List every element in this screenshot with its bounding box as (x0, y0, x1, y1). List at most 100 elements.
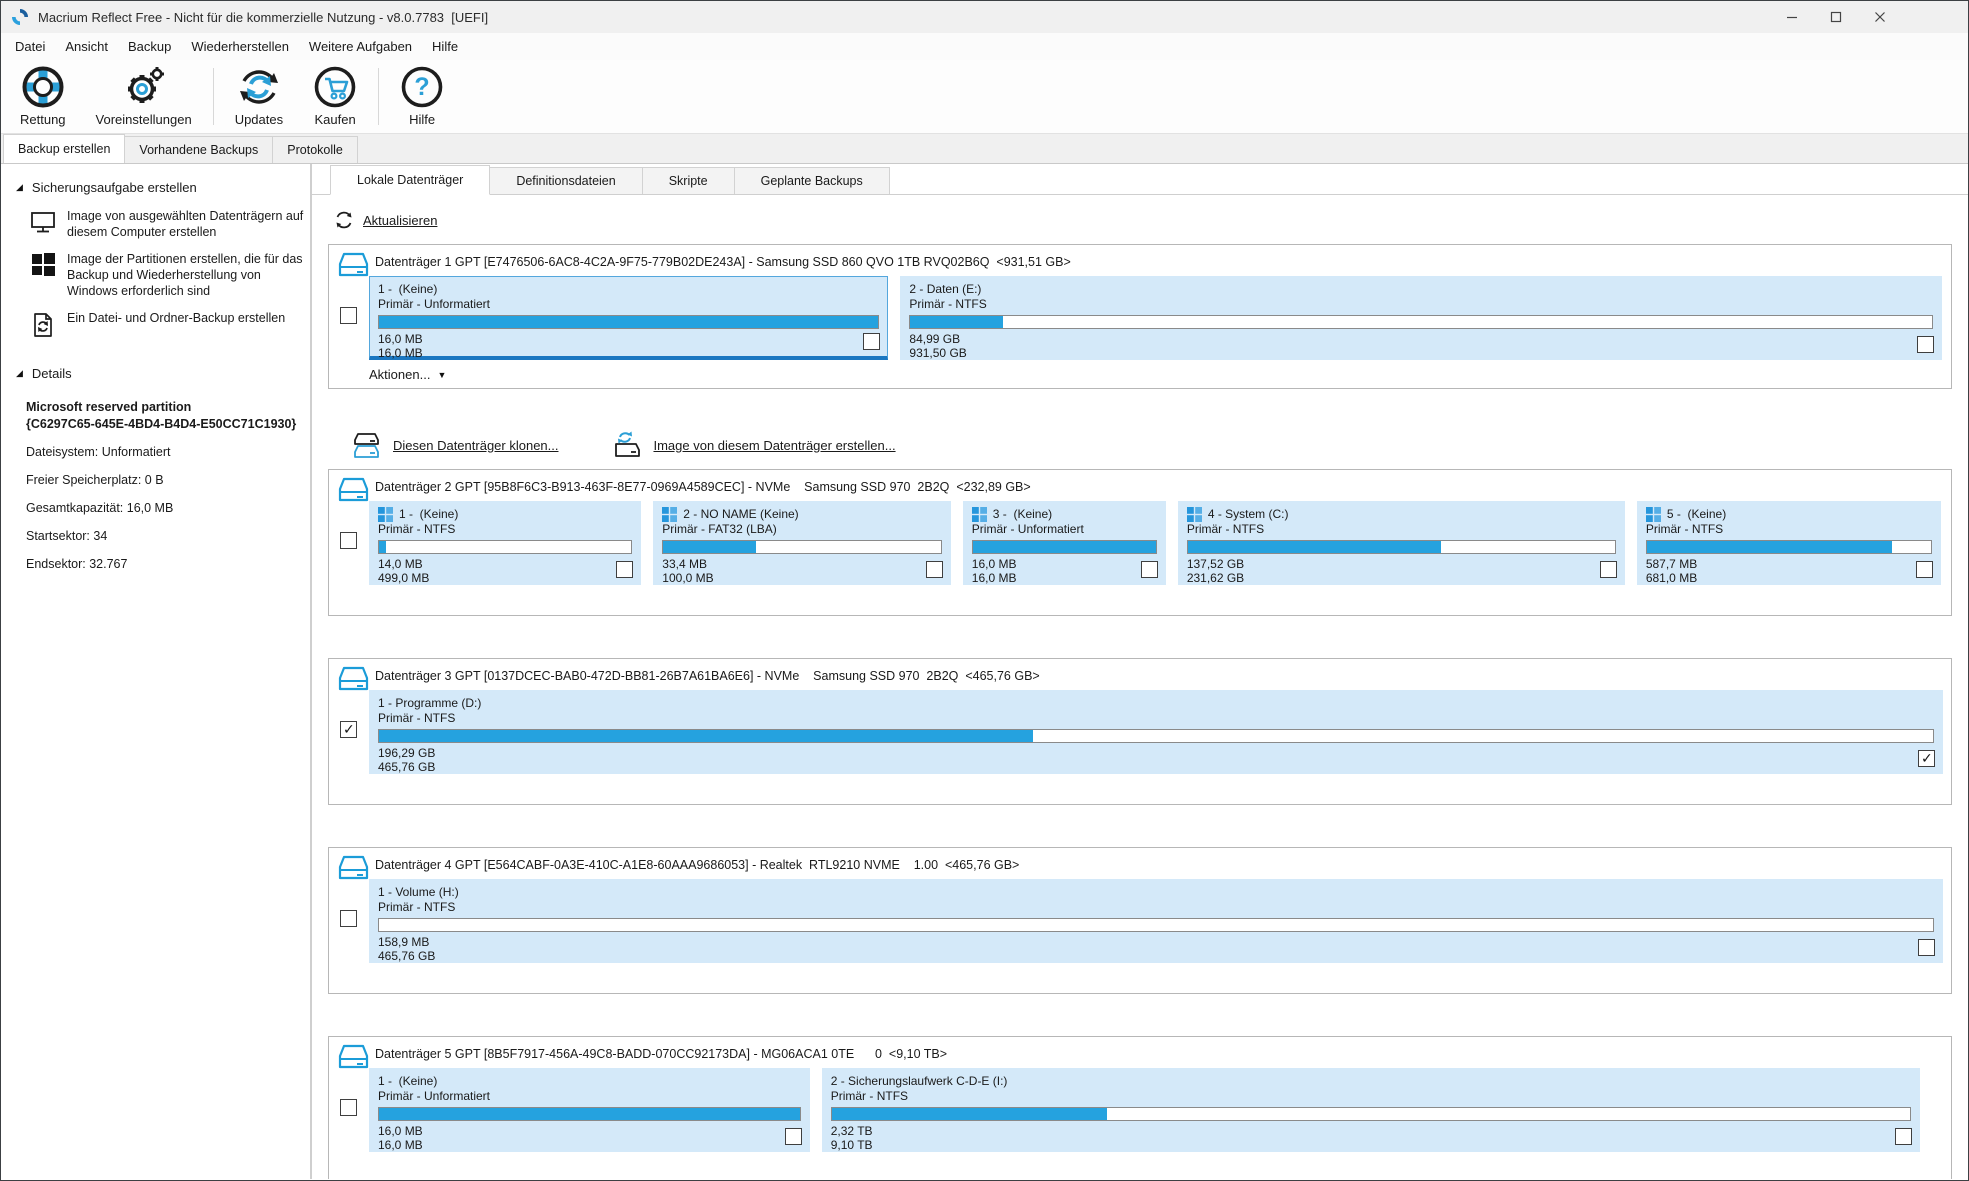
details-section-header[interactable]: ◢ Details (1, 358, 310, 389)
clone-disk-link[interactable]: Diesen Datenträger klonen... (352, 432, 558, 459)
partition-block[interactable]: 1 - Programme (D:) Primär - NTFS 196,29 GB… (369, 690, 1943, 774)
partition-used-size: 158,9 MB (378, 935, 430, 949)
partition-block[interactable]: 2 - Sicherungslaufwerk C-D-E (I:) Primär … (821, 1068, 1921, 1152)
partition-block[interactable]: 1 - Volume (H:) Primär - NTFS 158,9 MB 465,… (369, 879, 1943, 963)
partition-checkbox[interactable] (1918, 939, 1935, 956)
details-row: Startsektor: 34 (26, 529, 108, 543)
maximize-button[interactable] (1814, 1, 1858, 33)
windows-icon (29, 251, 57, 276)
disk-checkbox[interactable] (340, 307, 357, 324)
disk-checkbox-wrap (340, 1099, 357, 1116)
partition-checkbox[interactable] (925, 561, 943, 578)
partition-type: Primär - Unformatiert (971, 522, 1084, 536)
partition-block[interactable]: 1 - (Keine) Primär - Unformatiert 16,0 MB 1… (369, 276, 889, 360)
disk-checkbox[interactable] (340, 532, 357, 549)
partition-type: Primär - NTFS (909, 297, 987, 311)
partition-block[interactable]: 1 - (Keine) Primär - Unformatiert 16,0 MB 1… (369, 1068, 810, 1152)
partition-usage-bar (909, 315, 1934, 329)
disk-checkbox[interactable] (340, 910, 357, 927)
close-button[interactable] (1858, 1, 1902, 33)
partition-name-row: 2 - Daten (E:) (909, 281, 1933, 297)
partition-used-size: 587,7 MB (1645, 557, 1698, 571)
partition-block[interactable]: 2 - Daten (E:) Primär - NTFS 84,99 GB 931,5… (900, 276, 1943, 360)
tab-geplante-backups[interactable]: Geplante Backups (733, 167, 890, 194)
help-button[interactable]: ? Hilfe (385, 60, 459, 133)
partition-checkbox[interactable] (1918, 750, 1935, 767)
disk-checkbox-wrap (340, 307, 357, 324)
view-tab-bar: Backup erstellen Vorhandene Backups Prot… (1, 134, 1968, 164)
window-controls (1770, 1, 1902, 33)
partition-usage-bar (378, 729, 1934, 743)
partition-checkbox[interactable] (863, 333, 881, 350)
partition-used-size: 16,0 MB (971, 557, 1017, 571)
menu-backup[interactable]: Backup (128, 39, 172, 54)
tab-skripte[interactable]: Skripte (641, 167, 735, 194)
partition-checkbox[interactable] (1917, 336, 1935, 353)
task-label: Ein Datei- und Ordner-Backup erstellen (67, 311, 286, 325)
file-backup-icon (29, 310, 57, 338)
preferences-label: Voreinstellungen (95, 111, 192, 127)
tab-backup-erstellen[interactable]: Backup erstellen (3, 134, 126, 163)
partition-used-size: 196,29 GB (378, 746, 436, 760)
partition-name-row: 3 - (Keine) (971, 506, 1157, 522)
partition-checkbox[interactable] (784, 1128, 802, 1145)
refresh-label: Aktualisieren (363, 212, 438, 228)
disk-box: Datenträger 3 GPT [0137DCEC-BAB0-472D-BB… (328, 658, 1952, 805)
partition-usage-fill (379, 541, 387, 553)
image-disk-link[interactable]: Image von diesem Datenträger erstellen..… (612, 431, 896, 459)
disk-header: Datenträger 1 GPT [E7476506-6AC8-4C2A-9F… (375, 250, 1951, 274)
disk-title: Datenträger 1 GPT [E7476506-6AC8-4C2A-9F… (375, 255, 1071, 269)
partition-checkbox[interactable] (1915, 561, 1933, 578)
task-image-windows-partitions[interactable]: Image der Partitionen erstellen, die für… (1, 246, 310, 305)
disk-link-label: Diesen Datenträger klonen... (393, 437, 559, 453)
partition-block[interactable]: 3 - (Keine) Primär - Unformatiert 16,0 MB 1… (962, 501, 1166, 585)
menu-datei[interactable]: Datei (15, 39, 46, 54)
menu-weitere-aufgaben[interactable]: Weitere Aufgaben (308, 39, 413, 54)
partition-name-row: 1 - Volume (H:) (378, 884, 1934, 900)
rescue-button[interactable]: Rettung (5, 60, 81, 133)
sidebar: ◢ Sicherungsaufgabe erstellen Image von … (1, 164, 312, 1179)
disk-checkbox[interactable] (340, 721, 357, 738)
tab-definitionsdateien[interactable]: Definitionsdateien (489, 167, 643, 194)
partition-usage-bar (971, 540, 1157, 554)
disk-checkbox[interactable] (340, 1099, 357, 1116)
partition-block[interactable]: 1 - (Keine) Primär - NTFS 14,0 MB 499,0 MB (369, 501, 642, 585)
menu-hilfe[interactable]: Hilfe (432, 39, 459, 54)
buy-button[interactable]: Kaufen (298, 60, 372, 133)
tab-lokale-datentraeger[interactable]: Lokale Datenträger (330, 165, 491, 195)
preferences-button[interactable]: Voreinstellungen (81, 60, 207, 133)
partition-checkbox[interactable] (1140, 561, 1158, 578)
task-file-folder-backup[interactable]: Ein Datei- und Ordner-Backup erstellen (1, 305, 310, 344)
chevron-down-icon: ▼ (437, 369, 447, 380)
tasks-section-header[interactable]: ◢ Sicherungsaufgabe erstellen (1, 172, 310, 203)
partition-checkbox[interactable] (1895, 1128, 1913, 1145)
details-row: Dateisystem: Unformatiert (26, 445, 171, 459)
partition-usage-fill (831, 1108, 1107, 1120)
minimize-button[interactable] (1770, 1, 1814, 33)
menu-ansicht[interactable]: Ansicht (65, 39, 108, 54)
task-label: Image der Partitionen erstellen, die für… (67, 252, 303, 298)
life-ring-icon (21, 65, 65, 109)
partition-block[interactable]: 4 - System (C:) Primär - NTFS 137,52 GB 231… (1177, 501, 1625, 585)
monitor-icon (29, 208, 57, 234)
windows-partition-icon (378, 506, 393, 522)
refresh-link[interactable]: Aktualisieren (334, 210, 1968, 230)
updates-button[interactable]: Updates (220, 60, 298, 133)
menu-wiederherstellen[interactable]: Wiederherstellen (191, 39, 289, 54)
partition-checkbox[interactable] (616, 561, 634, 578)
tab-protokolle[interactable]: Protokolle (272, 136, 358, 163)
content-area: Lokale Datenträger Definitionsdateien Sk… (312, 164, 1968, 1179)
partition-name-row: 5 - (Keine) (1645, 506, 1932, 522)
partition-block[interactable]: 2 - NO NAME (Keine) Primär - FAT32 (LBA) 3… (653, 501, 951, 585)
partition-checkbox[interactable] (1599, 561, 1617, 578)
partition-total-size: 16,0 MB (971, 571, 1017, 585)
image-disk-icon (612, 431, 643, 459)
tab-vorhandene-backups[interactable]: Vorhandene Backups (124, 136, 274, 163)
partition-name: 1 - Volume (H:) (378, 885, 459, 899)
partition-used-size: 137,52 GB (1186, 557, 1245, 571)
partition-usage-fill (663, 541, 756, 553)
partition-block[interactable]: 5 - (Keine) Primär - NTFS 587,7 MB 681,0 MB (1636, 501, 1941, 585)
partition-row: 1 - (Keine) Primär - Unformatiert 16,0 MB 1… (369, 276, 1943, 360)
task-image-selected-disks[interactable]: Image von ausgewählten Datenträgern auf … (1, 203, 310, 246)
actions-dropdown[interactable]: Aktionen... ▼ (369, 367, 1951, 382)
